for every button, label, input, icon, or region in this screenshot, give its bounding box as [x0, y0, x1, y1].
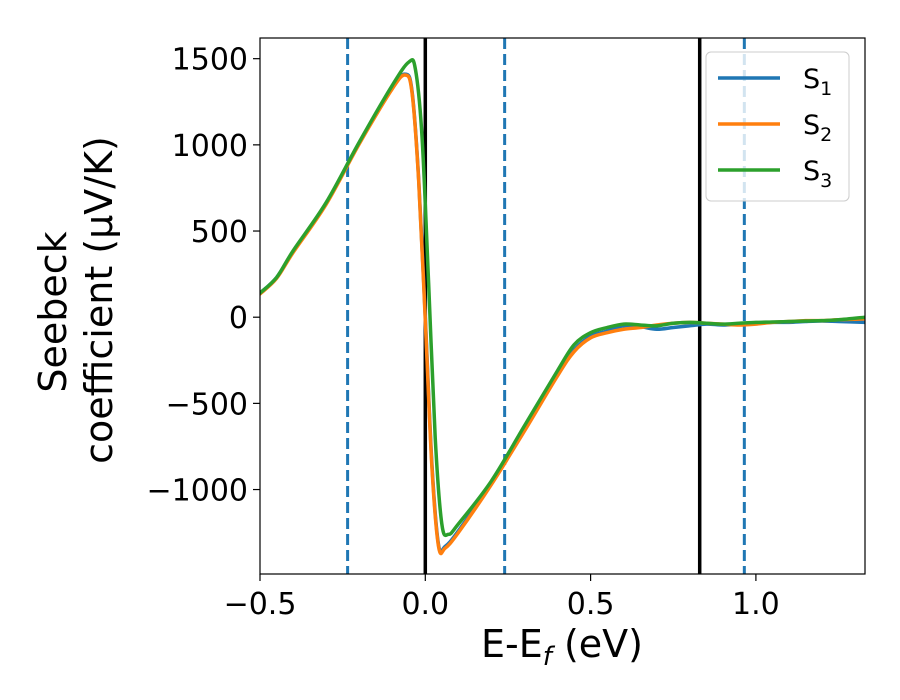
y-axis-ticks: −1000 −500 0 500 1000 1500	[147, 43, 260, 509]
legend-box	[705, 51, 850, 202]
y-axis-title: Seebeck coefficient (μV/K)	[31, 136, 121, 464]
y-tick-label: 1500	[172, 43, 248, 78]
x-tick-label: 0.0	[401, 587, 449, 622]
x-axis-ticks: −0.5 0.0 0.5 1.0	[224, 574, 780, 622]
x-tick-label: 0.5	[567, 587, 615, 622]
y-tick-label: −500	[166, 387, 248, 422]
plot-frame	[259, 37, 866, 575]
y-tick-label: −1000	[147, 474, 248, 509]
x-axis-title: E-Ef (eV)	[481, 622, 643, 672]
series-line-S3	[260, 58, 865, 538]
x-axis-title-unit: (eV)	[552, 622, 643, 666]
series-lines	[260, 58, 865, 556]
y-axis-title-line2: coefficient (μV/K)	[77, 136, 121, 464]
y-tick-label: 500	[191, 215, 248, 250]
x-tick-label: −0.5	[224, 587, 297, 622]
legend-label-S3: S3	[803, 156, 832, 192]
legend-label-S2: S2	[803, 110, 832, 146]
y-tick-label: 1000	[172, 129, 248, 164]
legend: S1 S2 S3	[705, 51, 850, 202]
x-tick-label: 1.0	[732, 587, 780, 622]
y-axis-title-line1: Seebeck	[31, 231, 75, 392]
y-tick-label: 0	[229, 301, 248, 336]
legend-label-S1: S1	[803, 64, 832, 100]
